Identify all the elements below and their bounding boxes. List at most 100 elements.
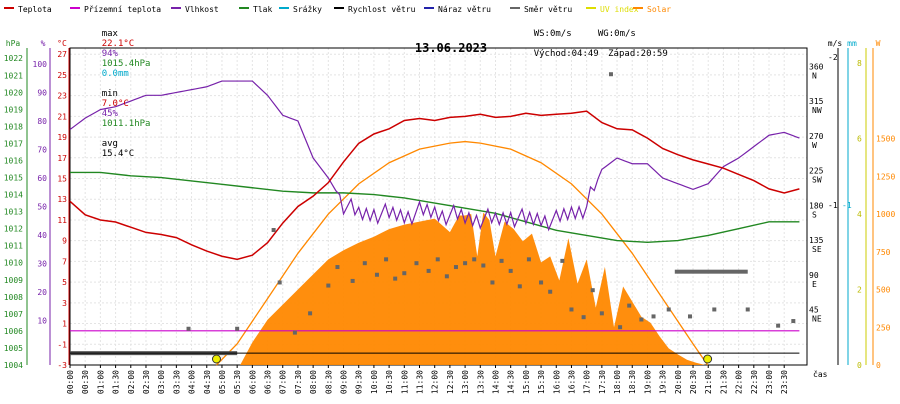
x-tick-label: 04:30 bbox=[203, 370, 212, 394]
x-tick-label: 15:30 bbox=[537, 370, 546, 394]
direction-tick-label: 90 bbox=[809, 271, 819, 280]
pct-tick-label: 20 bbox=[37, 288, 47, 297]
solar-tick-label: 1000 bbox=[876, 210, 895, 219]
max-label: max bbox=[101, 29, 118, 39]
min-hum: 45% bbox=[101, 109, 118, 119]
wind-direction-point bbox=[277, 280, 282, 285]
wind-direction-point bbox=[548, 289, 553, 294]
hpa-tick-label: 1012 bbox=[4, 225, 23, 234]
direction-compass-label: N bbox=[812, 72, 817, 81]
x-tick-label: 00:30 bbox=[81, 370, 90, 394]
wind-direction-point bbox=[745, 307, 750, 312]
legend-swatch bbox=[586, 7, 596, 9]
wind-direction-point bbox=[526, 257, 531, 262]
wind-direction-point bbox=[186, 326, 191, 331]
solar-tick-label: 1250 bbox=[876, 172, 895, 181]
x-tick-label: 21:30 bbox=[719, 370, 728, 394]
x-tick-label: 15:00 bbox=[522, 370, 531, 394]
hpa-axis-title: hPa bbox=[6, 39, 21, 48]
pct-tick-label: 80 bbox=[37, 117, 47, 126]
x-tick-label: 12:00 bbox=[431, 370, 440, 394]
direction-compass-label: NE bbox=[812, 314, 822, 323]
celsius-tick-label: 13 bbox=[57, 195, 67, 204]
uv-tick-label: 2 bbox=[857, 286, 862, 295]
legend-label: Teplota bbox=[18, 5, 52, 14]
hpa-tick-label: 1011 bbox=[4, 242, 23, 251]
x-tick-label: 19:00 bbox=[643, 370, 652, 394]
x-tick-label: 10:30 bbox=[385, 370, 394, 394]
max-hum: 94% bbox=[101, 49, 118, 59]
wind-direction-point bbox=[608, 72, 613, 77]
x-tick-label: 23:00 bbox=[765, 370, 774, 394]
stats-block: max 22.1°C 94% 1015.4hPa 0.0mm min 7.0°C… bbox=[80, 19, 151, 169]
hpa-tick-label: 1013 bbox=[4, 208, 23, 217]
solar-area bbox=[240, 212, 706, 365]
hpa-tick-label: 1014 bbox=[4, 191, 23, 200]
max-temp: 22.1°C bbox=[101, 39, 135, 49]
series-layer bbox=[69, 72, 800, 366]
x-tick-label: 08:30 bbox=[324, 370, 333, 394]
wind-direction-point bbox=[508, 268, 513, 273]
wind-direction-point bbox=[414, 261, 419, 266]
legend-label: Srážky bbox=[293, 5, 322, 14]
direction-tick-label: 45 bbox=[809, 305, 819, 314]
x-tick-label: 17:30 bbox=[598, 370, 607, 394]
celsius-tick-label: 7 bbox=[62, 257, 67, 266]
hpa-tick-label: 1022 bbox=[4, 54, 23, 63]
x-tick-label: 01:30 bbox=[112, 370, 121, 394]
hpa-tick-label: 1015 bbox=[4, 174, 23, 183]
hpa-tick-label: 1017 bbox=[4, 139, 23, 148]
pct-tick-label: 70 bbox=[37, 145, 47, 154]
pct-tick-label: 50 bbox=[37, 203, 47, 212]
wind-direction-point bbox=[776, 323, 781, 328]
x-tick-label: 14:30 bbox=[507, 370, 516, 394]
wind-direction-point bbox=[481, 263, 486, 268]
wind-direction-point bbox=[393, 276, 398, 281]
ms-axis-title: m/s bbox=[828, 39, 843, 48]
avg-temp: 15.4°C bbox=[101, 149, 135, 159]
direction-compass-label: SE bbox=[812, 245, 822, 254]
pct-tick-label: 60 bbox=[37, 174, 47, 183]
celsius-tick-label: 17 bbox=[57, 154, 67, 163]
x-axis-label: čas bbox=[813, 369, 828, 379]
x-tick-label: 03:30 bbox=[172, 370, 181, 394]
hpa-tick-label: 1005 bbox=[4, 344, 23, 353]
pct-axis-title: % bbox=[41, 39, 46, 48]
celsius-tick-label: 3 bbox=[62, 299, 67, 308]
legend-swatch bbox=[633, 7, 643, 9]
wind-direction-point bbox=[472, 257, 477, 262]
celsius-tick-label: 11 bbox=[57, 216, 67, 225]
solar-clear-sky-line bbox=[216, 140, 709, 366]
x-tick-label: 05:00 bbox=[218, 370, 227, 394]
celsius-tick-label: 9 bbox=[62, 237, 67, 246]
wind-direction-point bbox=[374, 272, 379, 277]
celsius-tick-label: 23 bbox=[57, 92, 67, 101]
mm-axis-title: mm bbox=[847, 39, 857, 48]
direction-tick-label: 225 bbox=[809, 167, 824, 176]
celsius-tick-label: 19 bbox=[57, 133, 67, 142]
wind-gust: WG:0m/s bbox=[597, 29, 636, 39]
legend-swatch bbox=[424, 7, 434, 9]
pct-tick-label: 30 bbox=[37, 260, 47, 269]
legend-label: Rychlost větru bbox=[348, 5, 416, 14]
x-tick-label: 16:30 bbox=[567, 370, 576, 394]
x-tick-label: 22:00 bbox=[735, 370, 744, 394]
uv-marker bbox=[211, 354, 221, 364]
direction-tick-label: 315 bbox=[809, 97, 824, 106]
solar-tick-label: 1500 bbox=[876, 135, 895, 144]
wind-direction-point bbox=[444, 274, 449, 279]
celsius-tick-label: -3 bbox=[57, 361, 67, 370]
uv-tick-label: 4 bbox=[857, 210, 862, 219]
hpa-tick-label: 1004 bbox=[4, 361, 23, 370]
x-tick-label: 11:30 bbox=[416, 370, 425, 394]
direction-tick-label: 180 bbox=[809, 201, 824, 210]
wind-direction-point bbox=[666, 307, 671, 312]
wind-direction-point bbox=[499, 258, 504, 263]
celsius-axis-title: °C bbox=[57, 39, 67, 48]
pct-tick-label: 10 bbox=[37, 317, 47, 326]
humidity-line bbox=[69, 80, 800, 232]
wind-direction-point bbox=[308, 311, 313, 316]
wind-direction-point bbox=[453, 265, 458, 270]
legend-swatch bbox=[239, 7, 249, 9]
min-label: min bbox=[101, 89, 118, 99]
